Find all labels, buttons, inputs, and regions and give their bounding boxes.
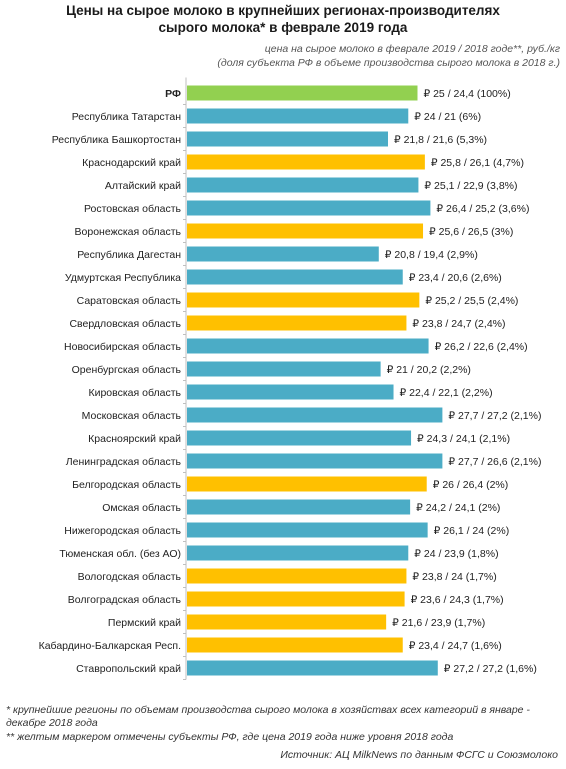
data-label-нижегородская-область: ₽ 26,1 / 24 (2%) [434,525,510,537]
chart-title: Цены на сырое молоко в крупнейших регион… [0,2,566,36]
category-label-кировская-область: Кировская область [88,387,181,399]
bar-оренбургская-область [187,361,381,377]
bar-республика-дагестан [187,246,379,262]
data-label-республика-дагестан: ₽ 20,8 / 19,4 (2,9%) [385,249,478,261]
category-label-кабардино-балкарская-респ: Кабардино-Балкарская Респ. [39,640,181,652]
source-note: Источник: АЦ MilkNews по данным ФСГС и С… [280,749,558,761]
category-label-саратовская-область: Саратовская область [77,295,182,307]
category-label-свердловская-область: Свердловская область [69,318,181,330]
data-label-республика-башкортостан: ₽ 21,8 / 21,6 (5,3%) [394,134,487,146]
data-label-ставропольский-край: ₽ 27,2 / 27,2 (1,6%) [444,663,537,675]
share-note: (доля субъекта РФ в объеме производства … [217,57,560,69]
bar-республика-башкортостан [187,131,388,147]
footnote-regions: * крупнейшие регионы по объемам производ… [6,704,530,729]
category-label-московская-область: Московская область [82,410,182,422]
bar-алтайский-край [187,177,419,193]
data-label-ленинградская-область: ₽ 27,7 / 26,6 (2,1%) [448,456,541,468]
data-label-оренбургская-область: ₽ 21 / 20,2 (2,2%) [387,364,471,376]
category-label-пермский-край: Пермский край [108,617,181,629]
chart-title-line2: сырого молока* в феврале 2019 года [158,20,408,35]
data-label-рф: ₽ 25 / 24,4 (100%) [424,88,511,100]
bar-пермский-край [187,614,387,630]
category-label-омская-область: Омская область [102,502,181,514]
bar-ставропольский-край [187,660,438,676]
bar-свердловская-область [187,315,407,331]
data-label-тюменская-обл-без-ао: ₽ 24 / 23,9 (1,8%) [414,548,498,560]
data-label-саратовская-область: ₽ 25,2 / 25,5 (2,4%) [425,295,518,307]
data-label-краснодарский-край: ₽ 25,8 / 26,1 (4,7%) [431,157,524,169]
category-label-вологодская-область: Вологодская область [78,571,182,583]
category-label-нижегородская-область: Нижегородская область [64,525,181,537]
category-label-волгоградская-область: Волгоградская область [68,594,182,606]
bar-воронежская-область [187,223,424,239]
bar-республика-татарстан [187,108,409,124]
bar-кабардино-балкарская-респ [187,637,403,653]
data-label-ростовская-область: ₽ 26,4 / 25,2 (3,6%) [436,203,529,215]
bar-красноярский-край [187,430,412,446]
bar-кировская-область [187,384,394,400]
data-label-вологодская-область: ₽ 23,8 / 24 (1,7%) [412,571,496,583]
category-label-ростовская-область: Ростовская область [84,203,182,215]
bar-омская-область [187,499,411,515]
category-label-новосибирская-область: Новосибирская область [64,341,181,353]
bar-ленинградская-область [187,453,443,469]
chart-title-line1: Цены на сырое молоко в крупнейших регион… [66,3,500,18]
data-label-кировская-область: ₽ 22,4 / 22,1 (2,2%) [400,387,493,399]
footnote-yellow: ** желтым маркером отмечены субъекты РФ,… [6,731,454,743]
category-label-краснодарский-край: Краснодарский край [82,157,181,169]
category-label-удмуртская-республика: Удмуртская Республика [65,272,181,284]
category-label-оренбургская-область: Оренбургская область [72,364,182,376]
category-label-ленинградская-область: Ленинградская область [66,456,182,468]
bar-саратовская-область [187,292,420,308]
data-label-пермский-край: ₽ 21,6 / 23,9 (1,7%) [392,617,485,629]
bar-удмуртская-республика [187,269,403,285]
category-label-белгородская-область: Белгородская область [72,479,181,491]
bar-краснодарский-край [187,154,425,170]
data-label-красноярский-край: ₽ 24,3 / 24,1 (2,1%) [417,433,510,445]
bar-белгородская-область [187,476,427,492]
category-label-республика-дагестан: Республика Дагестан [77,249,181,261]
data-label-удмуртская-республика: ₽ 23,4 / 20,6 (2,6%) [409,272,502,284]
category-label-республика-татарстан: Республика Татарстан [72,111,182,123]
bar-новосибирская-область [187,338,429,354]
data-label-воронежская-область: ₽ 25,6 / 26,5 (3%) [429,226,513,238]
bar-ростовская-область [187,200,431,216]
data-label-белгородская-область: ₽ 26 / 26,4 (2%) [433,479,509,491]
data-label-новосибирская-область: ₽ 26,2 / 22,6 (2,4%) [435,341,528,353]
bar-рф [187,85,418,101]
bar-вологодская-область [187,568,407,584]
data-label-свердловская-область: ₽ 23,8 / 24,7 (2,4%) [412,318,505,330]
data-label-республика-татарстан: ₽ 24 / 21 (6%) [414,111,481,123]
data-label-алтайский-край: ₽ 25,1 / 22,9 (3,8%) [424,180,517,192]
data-label-кабардино-балкарская-респ: ₽ 23,4 / 24,7 (1,6%) [409,640,502,652]
category-label-тюменская-обл-без-ао: Тюменская обл. (без АО) [59,548,181,560]
category-label-алтайский-край: Алтайский край [105,180,181,192]
data-label-волгоградская-область: ₽ 23,6 / 24,3 (1,7%) [411,594,504,606]
bar-волгоградская-область [187,591,405,607]
data-label-московская-область: ₽ 27,7 / 27,2 (2,1%) [448,410,541,422]
category-label-рф: РФ [165,88,181,100]
category-label-красноярский-край: Красноярский край [88,433,181,445]
units-note: цена на сырое молоко в феврале 2019 / 20… [264,43,560,55]
category-label-воронежская-область: Воронежская область [75,226,182,238]
data-label-омская-область: ₽ 24,2 / 24,1 (2%) [416,502,500,514]
category-label-ставропольский-край: Ставропольский край [76,663,181,675]
category-label-республика-башкортостан: Республика Башкортостан [52,134,181,146]
bar-нижегородская-область [187,522,428,538]
bar-тюменская-обл-без-ао [187,545,409,561]
bar-московская-область [187,407,443,423]
